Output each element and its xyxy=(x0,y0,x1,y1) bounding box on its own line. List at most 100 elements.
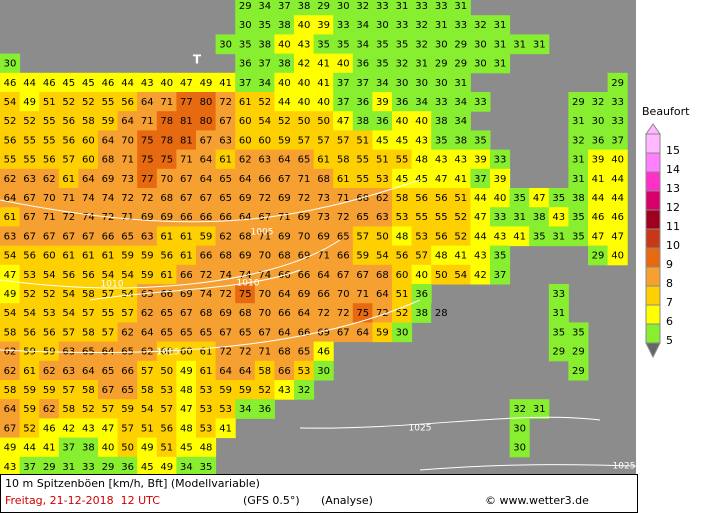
wind-value: 56 xyxy=(160,423,173,434)
wind-cell xyxy=(450,15,471,35)
wind-cell xyxy=(117,399,138,419)
legend-label: 15 xyxy=(666,144,680,157)
wind-value: 59 xyxy=(219,385,232,396)
wind-cell xyxy=(156,380,177,400)
wind-cell xyxy=(156,322,177,343)
wind-cell xyxy=(19,456,40,474)
wind-value: 75 xyxy=(141,135,154,146)
wind-cell xyxy=(313,0,334,16)
wind-cell xyxy=(294,168,315,189)
wind-cell xyxy=(78,418,99,439)
wind-cell xyxy=(568,341,589,362)
wind-value: 37 xyxy=(62,443,75,454)
wind-value: 46 xyxy=(43,78,56,89)
wind-cell xyxy=(117,130,138,151)
wind-value: 40 xyxy=(494,193,507,204)
wind-value: 35 xyxy=(572,231,585,242)
wind-value: 57 xyxy=(317,135,330,146)
wind-cell xyxy=(313,53,334,74)
wind-value: 60 xyxy=(239,116,252,127)
wind-value: 68 xyxy=(376,270,389,281)
wind-cell xyxy=(392,264,413,285)
wind-cell xyxy=(431,149,452,170)
wind-cell xyxy=(176,92,197,112)
isobar-label: 1010 xyxy=(101,280,124,290)
wind-cell xyxy=(294,34,315,55)
wind-value: 64 xyxy=(239,212,252,223)
wind-cell xyxy=(509,399,530,419)
wind-cell xyxy=(98,284,119,304)
wind-value: 64 xyxy=(4,404,17,415)
wind-cell xyxy=(215,322,236,343)
wind-cell xyxy=(294,130,315,151)
wind-value: 68 xyxy=(200,308,213,319)
wind-cell xyxy=(0,418,21,439)
wind-cell xyxy=(411,53,432,74)
wind-cell xyxy=(352,168,373,189)
wind-cell xyxy=(0,360,21,381)
wind-value: 47 xyxy=(337,116,350,127)
wind-value: 35 xyxy=(317,39,330,50)
wind-cell xyxy=(215,418,236,439)
wind-value: 72 xyxy=(317,308,330,319)
wind-cell xyxy=(392,72,413,93)
wind-value: 38 xyxy=(454,135,467,146)
wind-value: 59 xyxy=(141,270,154,281)
wind-cell xyxy=(588,226,609,247)
wind-cell xyxy=(294,303,315,323)
wind-value: 59 xyxy=(278,135,291,146)
wind-cell xyxy=(0,322,21,343)
wind-cell xyxy=(117,168,138,189)
wind-value: 34 xyxy=(180,462,193,473)
wind-cell xyxy=(274,149,295,170)
wind-value: 64 xyxy=(298,308,311,319)
wind-cell xyxy=(78,130,99,151)
wind-cell xyxy=(333,111,354,131)
wind-cell xyxy=(215,226,236,247)
wind-value: 45 xyxy=(82,78,95,89)
wind-value: 57 xyxy=(121,308,134,319)
wind-value: 50 xyxy=(317,116,330,127)
wind-value: 43 xyxy=(494,231,507,242)
wind-value: 35 xyxy=(552,327,565,338)
wind-value: 34 xyxy=(454,116,467,127)
wind-value: 49 xyxy=(180,366,193,377)
wind-cell xyxy=(294,15,315,35)
wind-value: 62 xyxy=(43,174,56,185)
wind-value: 30 xyxy=(239,20,252,31)
wind-cell xyxy=(98,360,119,381)
wind-cell xyxy=(215,111,236,131)
wind-value: 66 xyxy=(219,212,232,223)
wind-cell xyxy=(313,322,334,343)
isobar xyxy=(0,299,421,354)
wind-value: 71 xyxy=(258,347,271,358)
wind-cell xyxy=(392,226,413,247)
wind-cell xyxy=(392,168,413,189)
wind-cell xyxy=(137,245,158,266)
wind-cell xyxy=(411,149,432,170)
wind-value: 33 xyxy=(611,97,624,108)
wind-value: 69 xyxy=(298,212,311,223)
wind-value: 63 xyxy=(62,366,75,377)
wind-value: 68 xyxy=(160,193,173,204)
wind-value: 71 xyxy=(356,289,369,300)
wind-cell xyxy=(294,226,315,247)
wind-cell xyxy=(98,399,119,419)
wind-value: 62 xyxy=(239,155,252,166)
wind-value: 77 xyxy=(141,174,154,185)
wind-value: 34 xyxy=(415,97,428,108)
wind-value: 70 xyxy=(298,231,311,242)
map: 29 34 37 38 29 30 32 33 31 33 33 31 30 35 38 40 39 33 34 30… xyxy=(0,0,636,474)
wind-cell xyxy=(117,360,138,381)
wind-value: 33 xyxy=(415,1,428,12)
wind-cell xyxy=(156,264,177,285)
wind-value: 64 xyxy=(278,327,291,338)
legend-title: Beaufort xyxy=(642,105,690,118)
wind-value: 31 xyxy=(572,174,585,185)
wind-value: 63 xyxy=(219,135,232,146)
wind-value: 48 xyxy=(200,443,213,454)
wind-value: 61 xyxy=(219,155,232,166)
wind-value: 29 xyxy=(43,462,56,473)
wind-value: 62 xyxy=(141,308,154,319)
run: (Analyse) xyxy=(321,494,373,507)
